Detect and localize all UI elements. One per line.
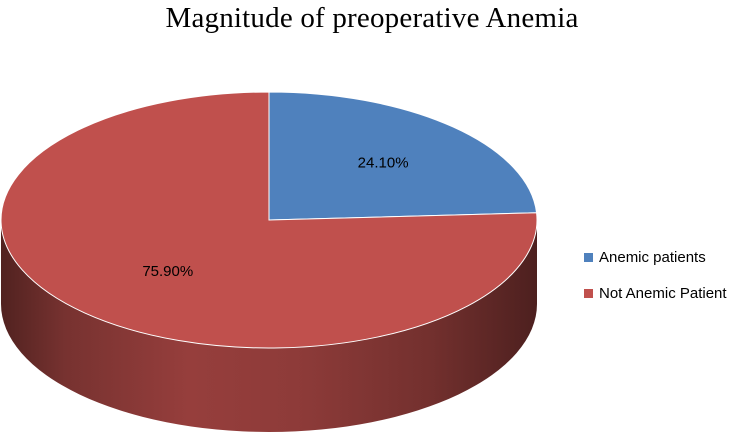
legend: Anemic patients Not Anemic Patient [584, 247, 727, 319]
legend-item-anemic: Anemic patients [584, 247, 727, 267]
slice-anemic [268, 91, 538, 221]
data-label-anemic: 24.10% [358, 154, 409, 171]
legend-label-anemic: Anemic patients [599, 248, 706, 266]
data-label-not-anemic: 75.90% [142, 263, 193, 280]
legend-label-not-anemic: Not Anemic Patient [599, 284, 727, 302]
legend-swatch-anemic [584, 252, 593, 262]
pie-side-wall [1, 220, 537, 432]
legend-item-not-anemic: Not Anemic Patient [584, 283, 727, 303]
chart-title: Magnitude of preoperative Anemia [165, 2, 579, 34]
legend-swatch-not-anemic [584, 288, 593, 298]
slice-not-anemic [0, 91, 538, 349]
